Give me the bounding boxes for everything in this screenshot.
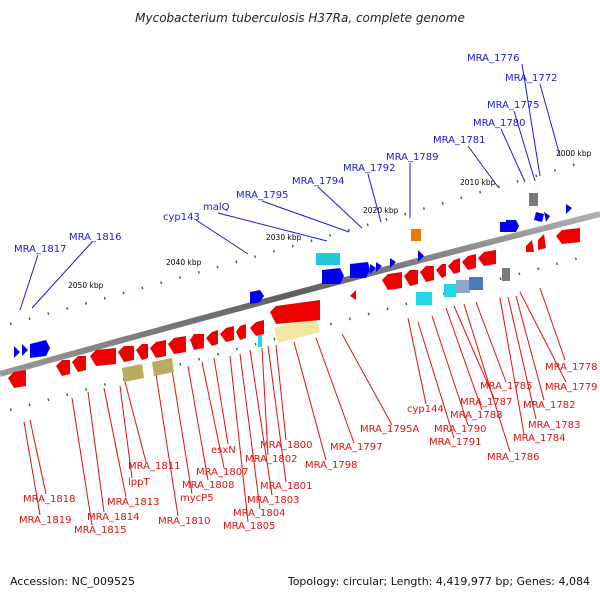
gene-label: MRA_1800	[260, 440, 312, 451]
scale-label: 2040 kbp	[166, 258, 202, 267]
gene-label: MRA_1814	[87, 512, 139, 523]
gene-label: MRA_1785	[480, 381, 532, 392]
feature-block	[456, 280, 470, 293]
gene-label: MRA_1815	[74, 525, 126, 536]
gene-label: MRA_1805	[223, 521, 275, 532]
gene-label: MRA_1817	[14, 244, 66, 255]
genome-backbone	[0, 211, 600, 377]
gene-label: cyp144	[407, 404, 444, 415]
gene-label: lppT	[128, 477, 150, 488]
gene-label: MRA_1790	[434, 424, 486, 435]
gene-label: MRA_1791	[429, 437, 481, 448]
gene-label: MRA_1779	[545, 382, 597, 393]
feature-block	[416, 292, 432, 305]
gene-label: MRA_1778	[545, 362, 597, 373]
gene-label: MRA_1782	[523, 400, 575, 411]
gene-label: MRA_1813	[107, 497, 159, 508]
gene-label: MRA_1811	[128, 461, 180, 472]
gene-label: MRA_1808	[182, 480, 234, 491]
gene-label: MRA_1810	[158, 516, 210, 527]
feature-block	[316, 253, 340, 265]
forward-genes	[14, 204, 572, 358]
scale-label: 2030 kbp	[266, 233, 302, 242]
gene-label: MRA_1788	[450, 410, 502, 421]
gene-label: MRA_1783	[528, 420, 580, 431]
gene-label: MRA_1792	[343, 163, 395, 174]
upper-connectors	[19, 63, 561, 311]
gene-label: malQ	[203, 202, 230, 213]
feature-block	[152, 358, 174, 376]
gene-label: MRA_1776	[467, 53, 519, 64]
scale-label: 2000 kbp	[556, 149, 592, 158]
scale-label: 2020 kbp	[363, 206, 399, 215]
gene-label: MRA_1801	[260, 481, 312, 492]
gene-label: MRA_1795A	[360, 424, 419, 435]
map-title: Mycobacterium tuberculosis H37Ra, comple…	[135, 11, 465, 25]
gene-label: MRA_1784	[513, 433, 565, 444]
gene-label: MRA_1807	[196, 467, 248, 478]
gene-label: MRA_1818	[23, 494, 75, 505]
gene-label: MRA_1789	[386, 152, 438, 163]
gene-label: MRA_1781	[433, 135, 485, 146]
feature-block	[529, 193, 538, 206]
gene-label: MRA_1780	[473, 118, 525, 129]
feature-block	[502, 268, 510, 281]
gene-label: esxN	[211, 445, 236, 456]
gene-label: MRA_1802	[245, 454, 297, 465]
feature-block	[122, 364, 144, 382]
feature-block	[274, 318, 320, 343]
topology-text: Topology: circular; Length: 4,419,977 bp…	[287, 575, 590, 588]
gene-label: MRA_1795	[236, 190, 288, 201]
feature-block	[258, 335, 262, 347]
gene-label: MRA_1794	[292, 176, 344, 187]
gene-label: MRA_1775	[487, 100, 539, 111]
scale-label: 2010 kbp	[460, 178, 496, 187]
feature-block	[411, 229, 421, 241]
gene-label: MRA_1803	[247, 495, 299, 506]
lower-connectors	[23, 287, 567, 526]
gene-label: MRA_1797	[330, 442, 382, 453]
gene-label: MRA_1804	[233, 508, 285, 519]
accession-text: Accession: NC_009525	[10, 575, 135, 588]
gene-label: MRA_1787	[460, 397, 512, 408]
gene-label: MRA_1772	[505, 73, 557, 84]
gene-label: cyp143	[163, 212, 200, 223]
gene-label: MRA_1786	[487, 452, 539, 463]
scale-label: 2050 kbp	[68, 281, 104, 290]
feature-block	[444, 284, 456, 297]
gene-label: MRA_1798	[305, 460, 357, 471]
reverse-genes	[8, 228, 580, 388]
gene-label: MRA_1819	[19, 515, 71, 526]
gene-label: mycP5	[180, 493, 214, 504]
feature-block	[469, 277, 483, 290]
gene-label: MRA_1816	[69, 232, 121, 243]
